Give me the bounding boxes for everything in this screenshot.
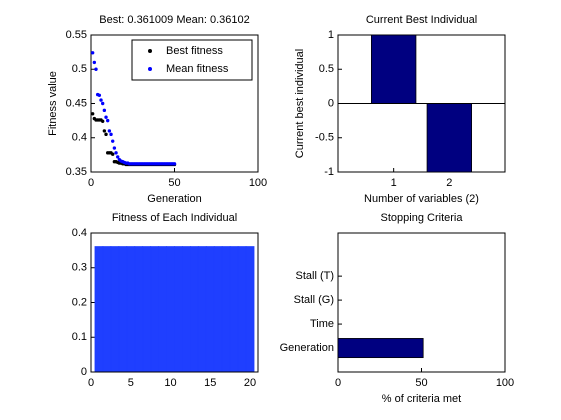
data-point [106, 118, 110, 123]
data-point [116, 155, 120, 159]
data-point [111, 139, 115, 143]
data-point [94, 67, 98, 71]
bar [197, 246, 207, 373]
data-point [92, 60, 97, 65]
bar [102, 246, 112, 373]
bar [126, 246, 136, 373]
axes-title: Current Best Individual [366, 14, 477, 26]
x-tick-label: 0 [88, 377, 94, 389]
bar [134, 246, 144, 373]
bar [245, 246, 255, 373]
x-tick-label: 100 [249, 177, 267, 189]
bar [158, 246, 167, 373]
y-tick-label: 0.1 [72, 331, 87, 343]
bar [221, 246, 231, 373]
data-point [109, 132, 113, 137]
y-tick-label: -1 [324, 166, 334, 178]
y-tick-label: 1 [328, 29, 334, 41]
data-point [102, 129, 107, 133]
bar [213, 246, 223, 373]
data-point [102, 108, 107, 113]
data-point [107, 129, 112, 133]
x-tick-label: 10 [164, 377, 176, 389]
y-axis-label: Current best individual [294, 49, 306, 158]
bar [110, 246, 120, 373]
bar [426, 103, 473, 173]
bar [237, 246, 247, 373]
x-tick-label: 2 [446, 177, 452, 189]
axes-title: Best: 0.361009 Mean: 0.36102 [99, 14, 249, 26]
y-tick-label: Stall (G) [294, 294, 334, 306]
bar [118, 246, 128, 373]
bar [190, 246, 199, 373]
axes-title: Stopping Criteria [381, 212, 464, 224]
x-tick-label: 1 [391, 177, 397, 189]
data-point [112, 146, 117, 150]
y-tick-label: Stall (T) [296, 270, 335, 282]
data-point [100, 119, 105, 124]
x-tick-label: 5 [128, 377, 134, 389]
x-axis-label: % of criteria met [382, 393, 461, 405]
x-tick-label: 50 [168, 177, 180, 189]
x-axis-label: Generation [147, 193, 201, 205]
y-tick-label: 0.35 [66, 166, 87, 178]
y-tick-label: 0.5 [72, 63, 87, 75]
bar [229, 246, 239, 373]
y-tick-label: -0.5 [315, 132, 334, 144]
x-tick-label: 50 [415, 377, 427, 389]
data-point [104, 115, 108, 119]
y-tick-label: 0.4 [72, 227, 87, 239]
data-point [114, 151, 118, 155]
y-tick-label: Time [310, 318, 334, 330]
legend-marker [148, 49, 152, 53]
data-point [111, 152, 115, 156]
x-tick-label: 0 [335, 377, 341, 389]
x-tick-label: 20 [244, 377, 256, 389]
y-tick-label: 0.2 [72, 296, 87, 308]
legend-box [131, 39, 253, 81]
legend-marker [148, 67, 152, 71]
data-point [90, 51, 95, 55]
bar [94, 246, 104, 373]
x-tick-label: 15 [204, 377, 216, 389]
bar [150, 246, 159, 373]
data-point [97, 93, 102, 97]
axes-title: Fitness of Each Individual [112, 212, 237, 224]
x-tick-label: 0 [88, 177, 94, 189]
data-point [104, 132, 108, 137]
bar [337, 338, 424, 359]
y-axis-label: Fitness value [47, 71, 59, 136]
bar [182, 246, 191, 373]
y-tick-label: Generation [280, 342, 334, 354]
legend-label: Best fitness [166, 45, 223, 57]
y-tick-label: 0.4 [72, 132, 87, 144]
bar [166, 246, 175, 373]
y-tick-label: 0.5 [319, 63, 334, 75]
bar [370, 34, 417, 104]
data-point [99, 98, 103, 102]
bar [205, 246, 215, 373]
data-point [100, 101, 105, 106]
bar [142, 246, 152, 373]
y-tick-label: 0 [81, 366, 87, 378]
y-tick-label: 0.3 [72, 262, 87, 274]
y-tick-label: 0 [328, 97, 334, 109]
y-tick-label: 0.55 [66, 29, 87, 41]
legend-label: Mean fitness [166, 63, 229, 75]
bar [174, 246, 183, 373]
y-tick-label: 0.45 [66, 97, 87, 109]
data-point [90, 112, 95, 116]
data-point [172, 162, 177, 166]
x-axis-label: Number of variables (2) [364, 193, 479, 205]
x-tick-label: 100 [496, 377, 514, 389]
